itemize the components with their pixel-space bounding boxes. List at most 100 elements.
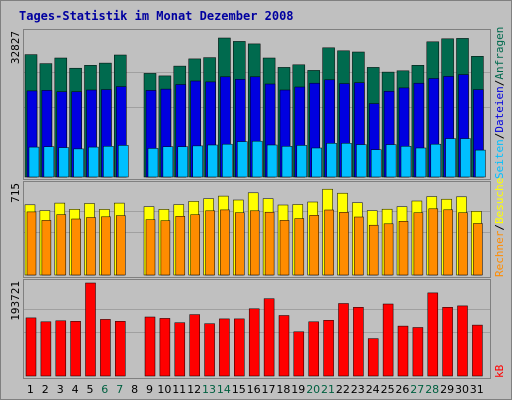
legend-separator: /	[493, 80, 506, 87]
bar-rechner-day-7	[116, 215, 126, 276]
legend-item-seiten: Seiten	[493, 139, 506, 179]
chart-panels: 32827Seiten/Dateien/Anfragen715Rechner/B…	[9, 27, 506, 379]
bar-seiten-day-22	[341, 143, 352, 178]
bar-rechner-day-31	[473, 223, 483, 276]
bar-rechner-day-30	[458, 212, 468, 276]
bar-seiten-day-23	[356, 144, 367, 178]
panel-middle: 715 Rechner/Besuche	[9, 178, 506, 278]
x-tick-label-day-10: 10	[157, 383, 171, 396]
bar-rechner-day-17	[264, 211, 275, 276]
x-tick-label-day-4: 4	[72, 383, 79, 396]
bar-kb-day-10	[159, 318, 171, 377]
bar-kb-day-22	[338, 303, 349, 377]
bar-kb-day-23	[353, 307, 364, 377]
bar-kb-day-31	[472, 324, 483, 377]
legend-middle: Rechner/Besuche	[493, 178, 506, 277]
bar-kb-day-12	[189, 314, 200, 377]
x-tick-label-day-14: 14	[217, 383, 231, 396]
x-tick-label-day-24: 24	[366, 383, 380, 396]
x-tick-label-day-12: 12	[187, 383, 201, 396]
bar-seiten-day-2	[43, 146, 55, 178]
x-tick-label-day-17: 17	[262, 383, 276, 396]
x-tick-label-day-23: 23	[351, 383, 365, 396]
legend-item-besuche: Besuche	[493, 178, 506, 224]
x-tick-label-day-18: 18	[276, 383, 290, 396]
y-max-label-middle: 715	[9, 183, 22, 203]
x-tick-label-day-7: 7	[116, 383, 123, 396]
bar-kb-day-5	[85, 282, 96, 377]
bar-rechner-day-10	[160, 220, 171, 276]
bar-rechner-day-11	[175, 216, 186, 276]
legend-item-rechner: Rechner	[493, 230, 506, 277]
bar-kb-day-15	[234, 318, 245, 377]
legend-item-kb: kB	[493, 364, 506, 378]
panel-top: 32827 Seiten/Dateien/Anfragen	[9, 27, 506, 180]
bar-seiten-day-5	[88, 146, 99, 178]
bar-kb-day-9	[144, 316, 156, 377]
bar-kb-day-21	[323, 320, 334, 377]
y-max-label-bottom: 193721	[9, 281, 22, 321]
bar-seiten-day-19	[296, 145, 308, 178]
bar-seiten-day-11	[177, 146, 189, 178]
bar-seiten-day-18	[281, 146, 293, 178]
x-tick-label-day-27: 27	[410, 383, 424, 396]
bar-seiten-day-20	[311, 147, 322, 178]
bar-rechner-day-3	[56, 214, 67, 276]
bar-kb-day-24	[367, 338, 379, 377]
x-tick-label-day-30: 30	[455, 383, 469, 396]
x-tick-label-day-8: 8	[131, 383, 138, 396]
bar-rechner-day-13	[205, 210, 215, 276]
bar-seiten-day-31	[475, 149, 486, 178]
x-tick-label-day-31: 31	[470, 383, 484, 396]
legend-top: Seiten/Dateien/Anfragen	[493, 27, 506, 179]
bar-kb-day-26	[397, 325, 409, 377]
bar-kb-day-30	[457, 305, 468, 377]
bar-rechner-day-2	[41, 220, 52, 276]
bar-seiten-day-29	[445, 138, 456, 178]
x-axis-labels: 1 2 3 4 5 6 7 8 9 10 11 12 13 14 15 16 17 18 19 20 21 22 23 24 2…	[27, 383, 484, 396]
bar-rechner-day-12	[190, 214, 200, 276]
bar-rechner-day-27	[413, 212, 424, 276]
bar-kb-day-7	[115, 321, 126, 377]
bar-rechner-day-5	[86, 217, 96, 276]
bar-kb-day-28	[427, 292, 439, 377]
bar-rechner-day-14	[220, 209, 230, 276]
bar-kb-day-11	[174, 322, 186, 377]
y-max-label-top: 32827	[9, 31, 22, 64]
bar-seiten-day-1	[28, 146, 40, 178]
x-tick-label-day-9: 9	[146, 383, 153, 396]
bar-seiten-day-25	[385, 144, 397, 178]
bar-seiten-day-12	[192, 145, 203, 178]
bar-seiten-day-15	[237, 141, 248, 178]
bar-seiten-day-26	[400, 146, 412, 178]
bar-rechner-day-4	[71, 218, 81, 276]
bar-seiten-day-30	[460, 138, 471, 178]
bar-seiten-day-7	[118, 145, 129, 178]
bar-kb-day-18	[278, 315, 290, 377]
bar-rechner-day-19	[294, 218, 305, 276]
x-tick-label-day-29: 29	[440, 383, 454, 396]
bar-seiten-day-28	[430, 143, 442, 178]
bar-kb-day-19	[293, 331, 305, 377]
bar-seiten-day-6	[103, 146, 114, 178]
bar-seiten-day-27	[415, 147, 427, 178]
bar-rechner-day-22	[339, 212, 349, 276]
x-tick-label-day-25: 25	[381, 383, 395, 396]
bar-kb-day-6	[100, 319, 111, 377]
x-tick-label-day-11: 11	[172, 383, 186, 396]
bar-kb-day-25	[382, 303, 394, 377]
bar-rechner-day-1	[26, 211, 37, 276]
x-tick-label-day-13: 13	[202, 383, 216, 396]
x-tick-label-day-5: 5	[87, 383, 94, 396]
bar-rechner-day-18	[279, 220, 290, 276]
panel-bottom: 193721 kB	[9, 279, 506, 379]
bar-rechner-day-9	[145, 219, 156, 276]
legend-item-anfragen: Anfragen	[493, 27, 506, 80]
x-tick-label-day-16: 16	[247, 383, 261, 396]
legend-separator: /	[493, 133, 506, 140]
bar-kb-day-20	[308, 321, 319, 377]
x-tick-label-day-1: 1	[27, 383, 34, 396]
bar-kb-day-2	[40, 321, 52, 377]
bar-rechner-day-25	[383, 223, 394, 276]
